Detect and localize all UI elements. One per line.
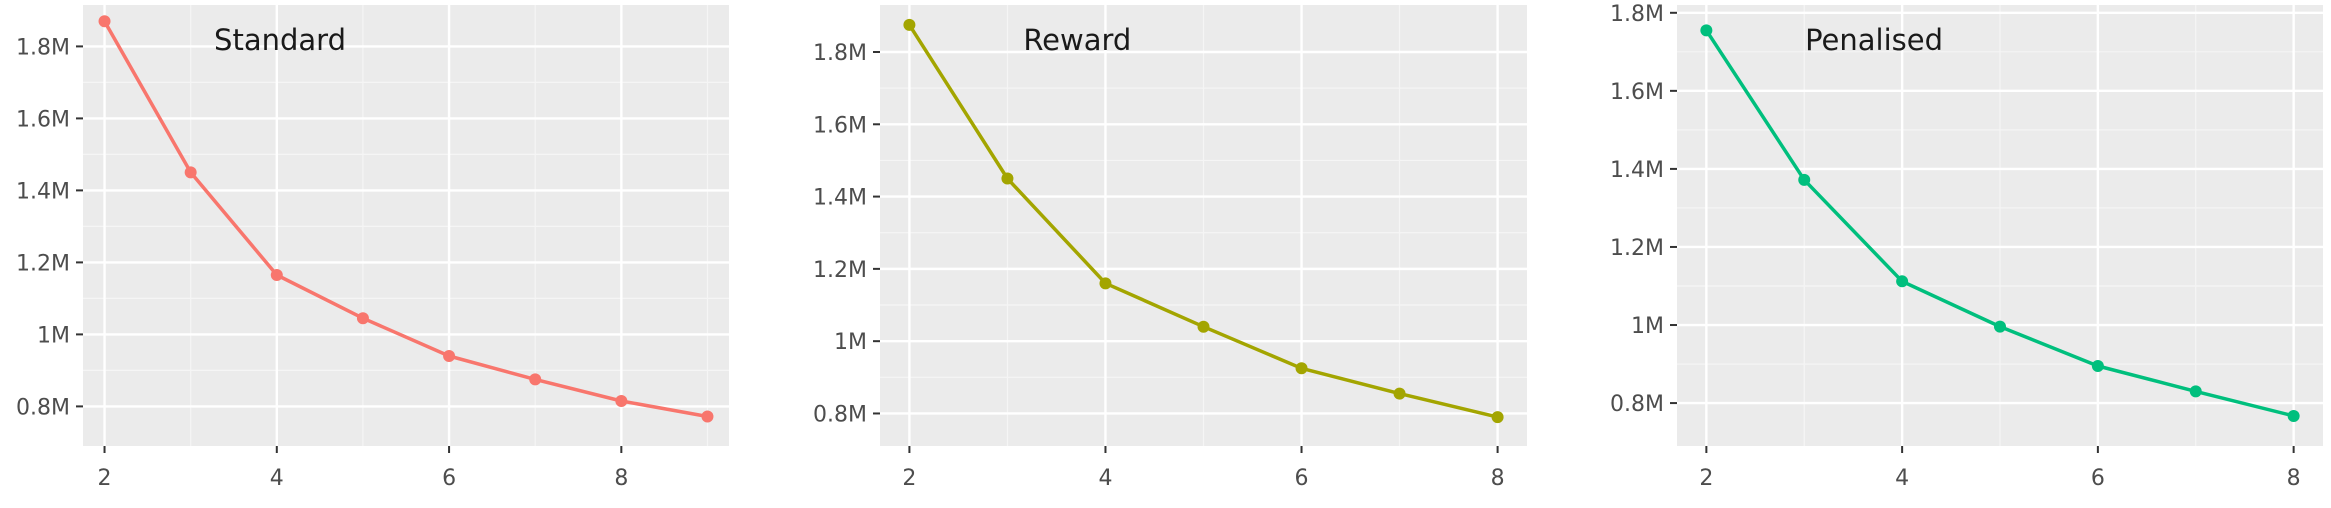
y-tick-label: 1.2M <box>16 251 70 276</box>
x-tick-label: 6 <box>2091 466 2105 491</box>
x-tick-label: 6 <box>442 466 456 491</box>
chart-title: Standard <box>214 23 346 57</box>
data-point <box>529 373 542 386</box>
data-point <box>356 312 369 325</box>
y-tick-label: 1.4M <box>813 186 867 211</box>
y-tick-label: 1.2M <box>1610 236 1664 261</box>
y-tick-label: 1.6M <box>813 113 867 138</box>
chart-panel-3: 2 4 6 8 0.8M 1M 1.2M 1.4M 1.6M 1.8M Penalised <box>1610 2 2323 491</box>
y-tick-label: 0.8M <box>16 395 70 420</box>
data-point <box>1099 277 1112 290</box>
data-point <box>1295 362 1308 375</box>
chart-title: Reward <box>1023 23 1131 57</box>
x-tick-label: 6 <box>1295 466 1309 491</box>
data-point <box>1393 387 1406 400</box>
y-tick-label: 1.4M <box>16 179 70 204</box>
data-point <box>1197 320 1210 333</box>
x-tick-label: 8 <box>2287 466 2301 491</box>
y-tick-label: 1M <box>1631 314 1664 339</box>
y-tick-label: 0.8M <box>813 402 867 427</box>
y-tick-label: 1.2M <box>813 258 867 283</box>
y-tick-label: 1.6M <box>1610 80 1664 105</box>
data-point <box>701 410 714 423</box>
data-point <box>615 395 628 407</box>
y-tick-label: 1.8M <box>813 41 867 66</box>
data-point <box>443 350 456 362</box>
plot-background <box>83 5 729 446</box>
data-point <box>1798 173 1811 186</box>
data-point <box>1700 24 1713 37</box>
data-point <box>1491 411 1504 424</box>
data-point <box>270 269 283 281</box>
data-point <box>2189 385 2202 398</box>
series-line <box>102 19 710 419</box>
data-point <box>903 18 916 31</box>
data-point <box>2287 409 2300 422</box>
x-tick-label: 2 <box>902 466 916 491</box>
data-point <box>1896 275 1909 288</box>
y-tick-label: 1M <box>834 330 867 355</box>
x-tick-label: 4 <box>1895 466 1909 491</box>
data-point <box>2091 359 2104 372</box>
y-tick-label: 1.8M <box>1610 2 1664 27</box>
x-tick-label: 2 <box>1699 466 1713 491</box>
y-tick-label: 1.8M <box>16 35 70 60</box>
x-tick-label: 2 <box>98 466 112 491</box>
y-tick-label: 1M <box>37 323 70 348</box>
data-point <box>1001 172 1014 185</box>
x-tick-label: 4 <box>1098 466 1112 491</box>
chart-panel-1: 2 4 6 8 0.8M 1M 1.2M 1.4M 1.6M 1.8M Standard <box>16 5 729 491</box>
data-point <box>184 166 197 179</box>
x-tick-label: 4 <box>270 466 284 491</box>
data-point <box>1994 320 2006 333</box>
data-point <box>98 15 111 28</box>
chart-title: Penalised <box>1805 23 1943 57</box>
x-tick-label: 8 <box>614 466 628 491</box>
chart-panel-2: 2 4 6 8 0.8M 1M 1.2M 1.4M 1.6M 1.8M Reward <box>813 5 1527 491</box>
x-tick-label: 8 <box>1491 466 1505 491</box>
y-tick-label: 0.8M <box>1610 392 1664 417</box>
y-tick-label: 1.6M <box>16 107 70 132</box>
y-tick-label: 1.4M <box>1610 158 1664 183</box>
